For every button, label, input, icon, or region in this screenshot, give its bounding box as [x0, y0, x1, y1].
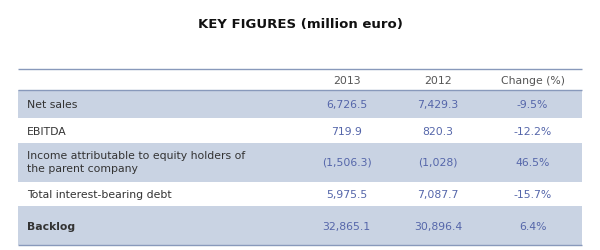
Text: Backlog: Backlog	[27, 221, 75, 231]
Bar	[18, 182, 582, 206]
Text: 719.9: 719.9	[331, 126, 362, 136]
Text: 32,865.1: 32,865.1	[322, 221, 371, 231]
Bar	[18, 206, 582, 245]
Text: Income attributable to equity holders of: Income attributable to equity holders of	[27, 151, 245, 161]
Bar	[18, 119, 582, 144]
Bar	[18, 91, 582, 119]
Text: (1,028): (1,028)	[418, 157, 458, 167]
Text: -15.7%: -15.7%	[514, 189, 552, 199]
Text: -12.2%: -12.2%	[514, 126, 552, 136]
Text: Change (%): Change (%)	[500, 76, 565, 86]
Text: 820.3: 820.3	[422, 126, 454, 136]
Text: 6,726.5: 6,726.5	[326, 100, 367, 110]
Text: 5,975.5: 5,975.5	[326, 189, 367, 199]
Text: KEY FIGURES (million euro): KEY FIGURES (million euro)	[197, 18, 403, 30]
Text: -9.5%: -9.5%	[517, 100, 548, 110]
Text: EBITDA: EBITDA	[27, 126, 67, 136]
Text: (1,506.3): (1,506.3)	[322, 157, 371, 167]
Text: 46.5%: 46.5%	[515, 157, 550, 167]
Text: 7,429.3: 7,429.3	[418, 100, 459, 110]
Text: 2013: 2013	[333, 76, 361, 86]
Text: 2012: 2012	[424, 76, 452, 86]
Bar	[18, 144, 582, 182]
Text: Net sales: Net sales	[27, 100, 77, 110]
Text: Total interest-bearing debt: Total interest-bearing debt	[27, 189, 172, 199]
Text: the parent company: the parent company	[27, 164, 138, 173]
Text: 6.4%: 6.4%	[519, 221, 547, 231]
Text: 7,087.7: 7,087.7	[418, 189, 459, 199]
Text: 30,896.4: 30,896.4	[414, 221, 463, 231]
